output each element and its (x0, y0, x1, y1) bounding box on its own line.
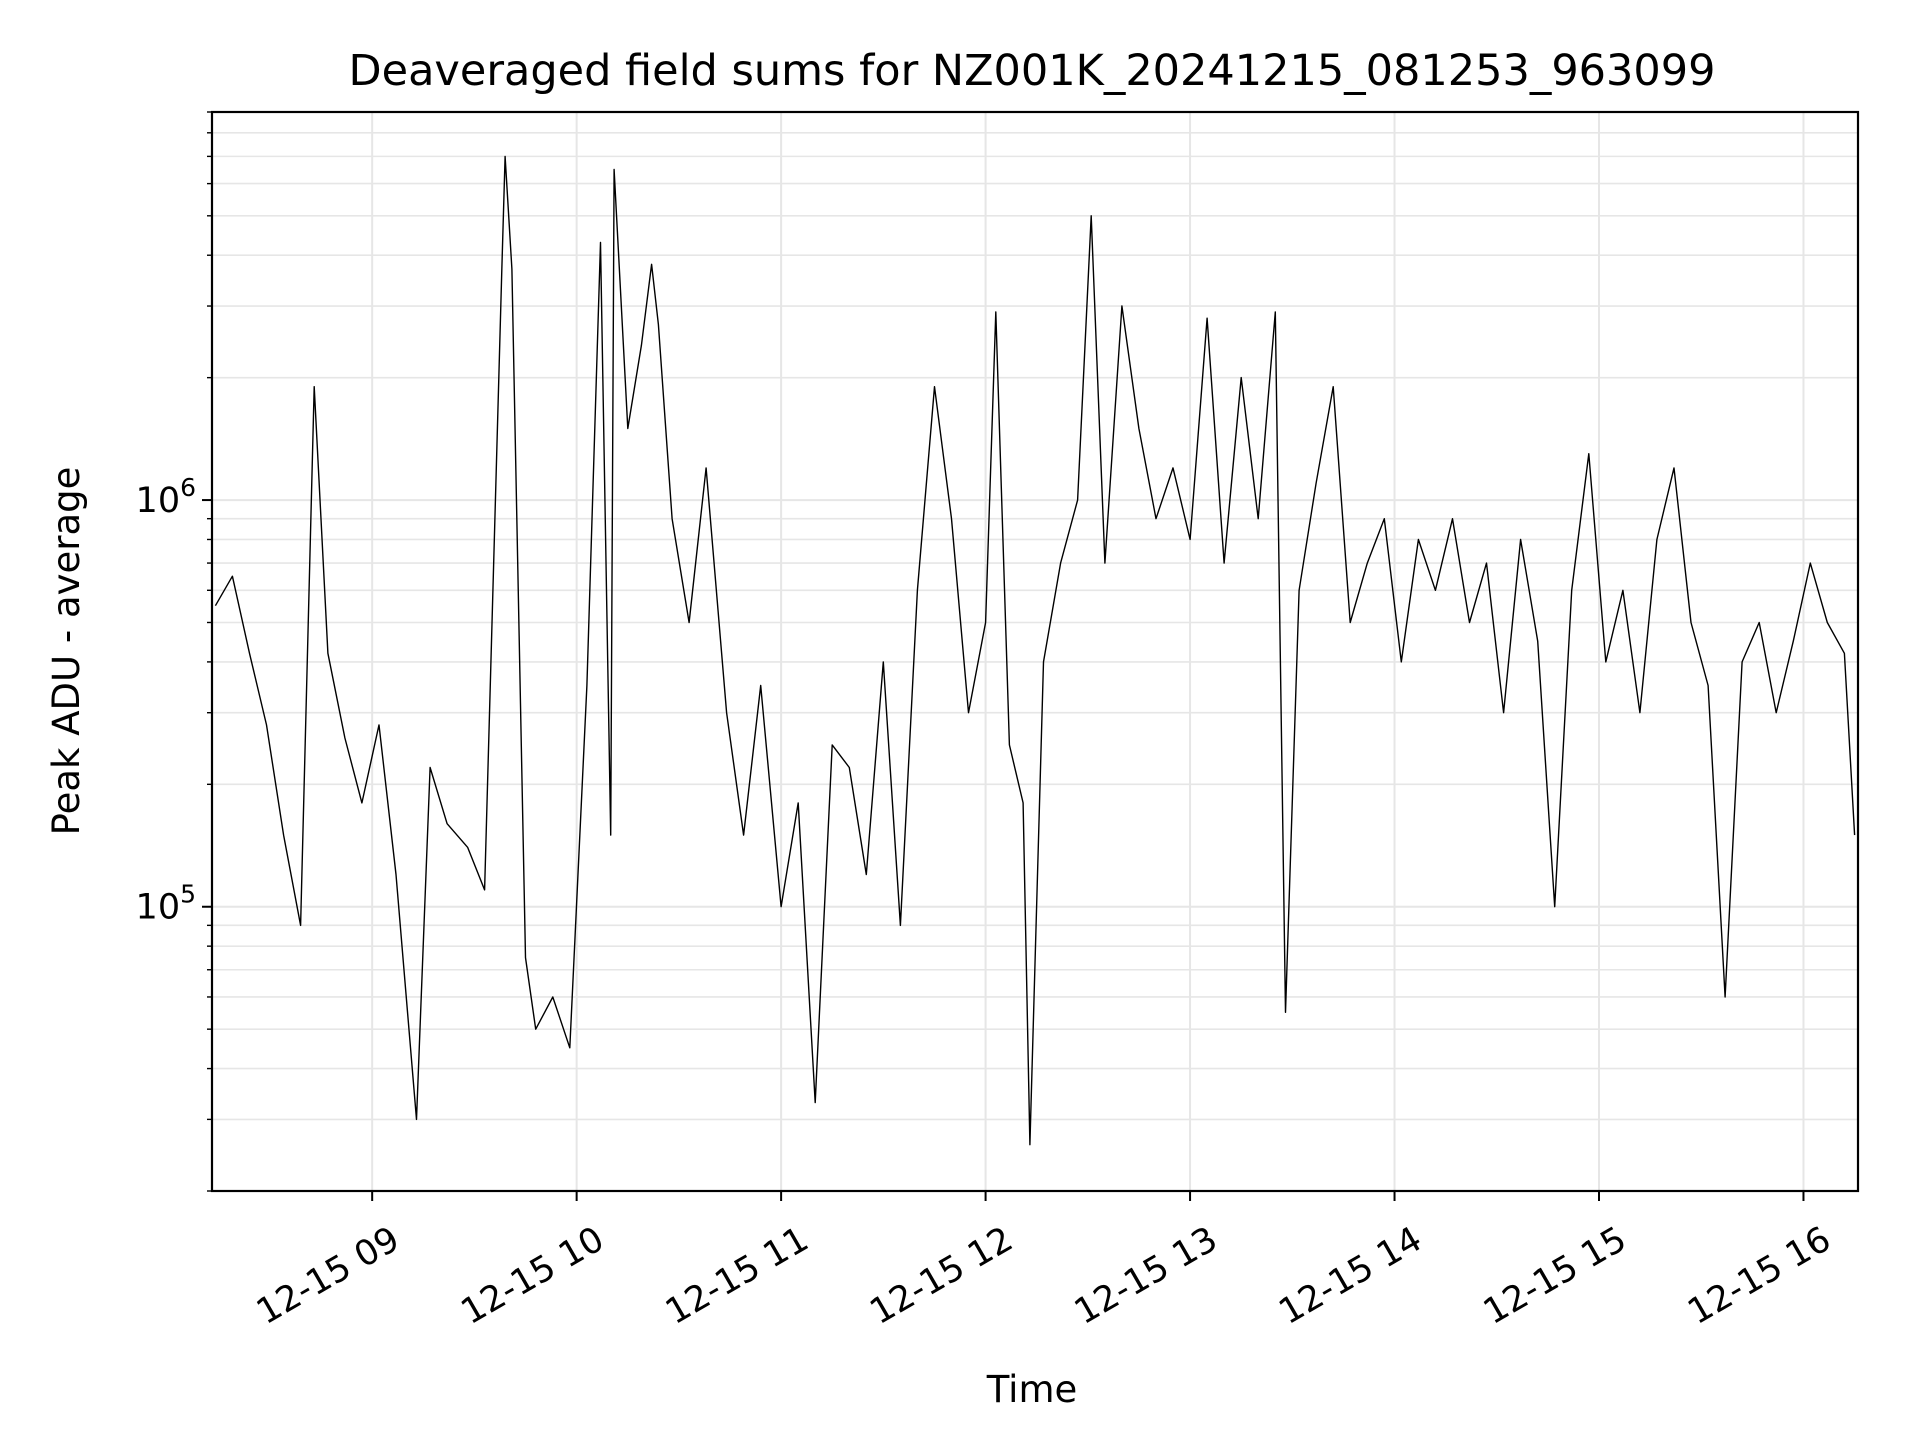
x-axis-label: Time (986, 1368, 1078, 1411)
series-layer (214, 155, 1856, 1146)
plot-frame (210, 110, 1860, 1193)
y-tick-label: 105 (136, 880, 196, 928)
y-tick-label: 106 (136, 473, 196, 521)
y-axis-label: Peak ADU - average (45, 467, 88, 836)
chart-title: Deaveraged field sums for NZ001K_2024121… (349, 46, 1716, 96)
data-series-line (214, 155, 1856, 1146)
